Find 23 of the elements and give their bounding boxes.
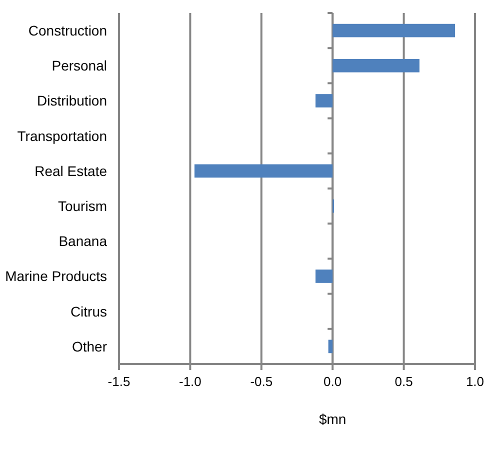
x-axis-title: $mn [318,411,346,427]
bar [316,270,333,283]
y-tick-label: Banana [58,233,108,250]
x-tick-label: 0.0 [324,374,342,389]
x-tick-label: 1.0 [466,374,484,389]
y-tick-label: Real Estate [34,162,108,179]
y-tick-label: Distribution [36,92,107,109]
x-tick-label: -1.0 [178,374,202,389]
y-tick-label: Transportation [17,128,107,144]
bar [332,24,456,38]
bar [316,94,333,108]
y-tick-label: Personal [52,58,107,74]
x-tick-label: -1.5 [108,374,130,389]
x-tick-label: -0.5 [250,374,273,389]
y-tick-label: Other [72,338,108,354]
y-tick-label: Tourism [58,198,107,214]
bar [332,58,420,72]
x-tick-label: 0.5 [394,374,413,389]
y-tick-label: Construction [28,22,107,38]
bar [194,164,333,178]
y-tick-label: Marine Products [5,268,107,284]
y-tick-label: Citrus [70,303,107,320]
bar [328,340,333,354]
